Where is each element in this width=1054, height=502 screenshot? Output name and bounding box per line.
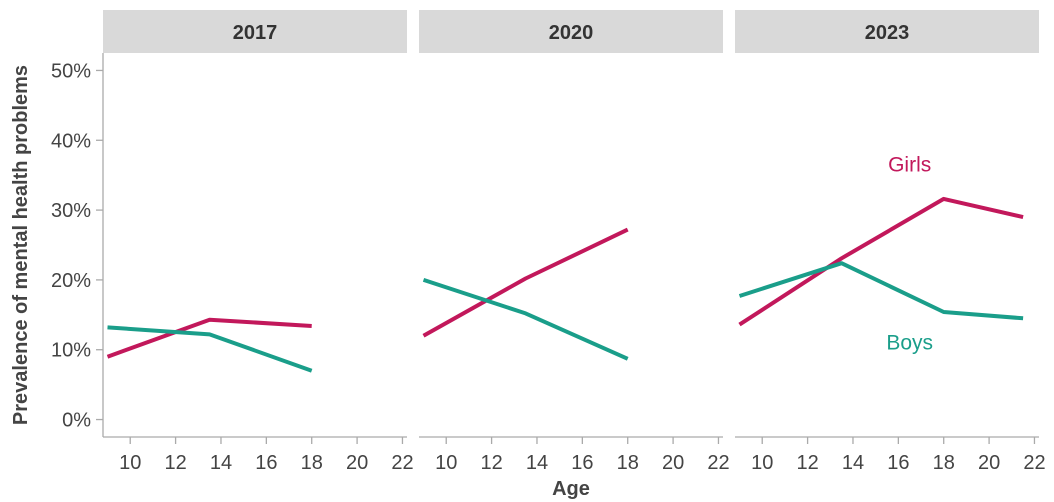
x-axis-title: Age [552,478,590,500]
x-tick-label: 20 [346,452,368,474]
x-tick-label: 10 [435,452,457,474]
y-tick-label: 40% [51,130,91,152]
x-tick-label: 20 [978,452,1000,474]
x-tick-label: 14 [526,452,548,474]
x-tick-label: 22 [391,452,413,474]
panel-2023: 2023 10 12 14 16 18 20 22 [735,10,1046,474]
series-line-boys-2017 [107,325,313,373]
x-tick-label: 14 [210,452,232,474]
panel-strip-label: 2023 [865,22,910,44]
x-tick-label: 18 [301,452,323,474]
series-line-girls-2017 [106,317,312,359]
series-label-girls: Girls [888,154,931,177]
y-tick-label: 0% [62,410,91,432]
panel-strip [419,10,723,53]
y-tick-label: 20% [51,270,91,292]
series-line-girls-2023 [738,196,1024,327]
x-tick-label: 20 [662,452,684,474]
x-tick-label: 12 [480,452,502,474]
y-axis: 0% 10% 20% 30% 40% 50% [51,53,104,437]
series-line-boys-2023 [738,261,1024,321]
panel-strip-label: 2017 [233,22,278,44]
x-tick-label: 16 [571,452,593,474]
panel-2017: 2017 10 12 14 16 18 20 22 [103,10,414,474]
x-tick-label: 18 [617,452,639,474]
y-tick-label: 50% [51,60,91,82]
panel-strip [103,10,407,53]
x-tick-label: 18 [933,452,955,474]
x-tick-label: 14 [842,452,864,474]
series-line-girls-2020 [422,227,629,338]
y-tick-label: 10% [51,340,91,362]
series-line-boys-2020 [422,277,629,361]
panel-strip [735,10,1039,53]
y-tick-label: 30% [51,200,91,222]
x-tick-label: 16 [255,452,277,474]
x-tick-label: 12 [796,452,818,474]
x-tick-label: 10 [751,452,773,474]
x-tick-label: 22 [707,452,729,474]
panel-strip-label: 2020 [549,22,594,44]
x-tick-label: 10 [119,452,141,474]
x-tick-label: 12 [164,452,186,474]
series-label-boys: Boys [886,332,933,355]
x-tick-label: 16 [887,452,909,474]
panel-2020: 2020 10 12 14 16 18 20 22 [419,10,730,474]
x-tick-label: 22 [1023,452,1045,474]
y-axis-title: Prevalence of mental health problems [10,65,32,425]
